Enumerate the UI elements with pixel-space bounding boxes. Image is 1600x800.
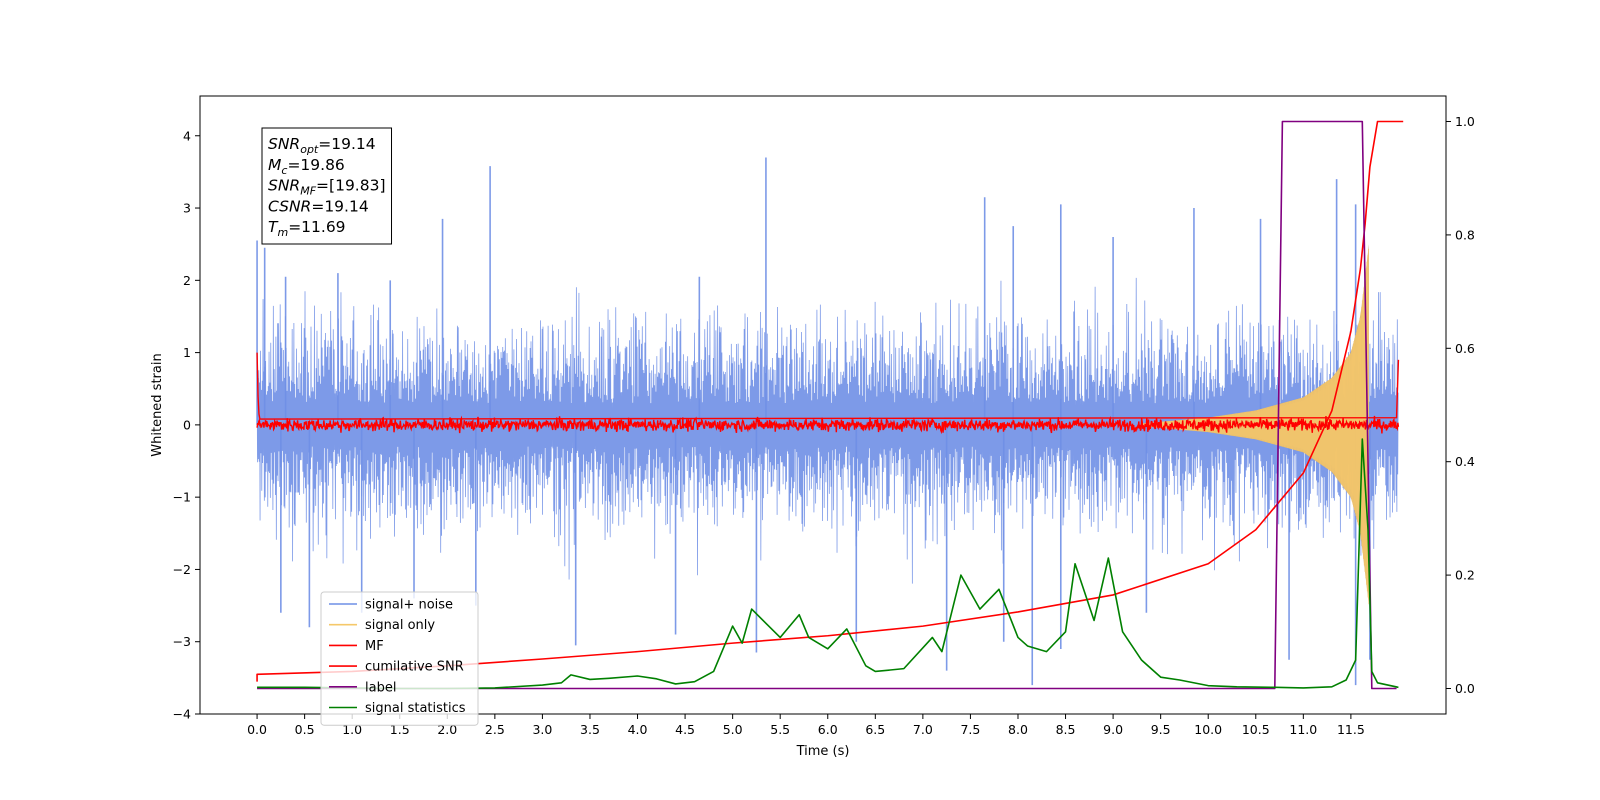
series-signal-statistics [257,438,1399,690]
x-axis-label: Time (s) [796,744,850,759]
x-tick-label: 10.5 [1242,722,1270,737]
x-tick-label: 9.5 [1151,722,1171,737]
x-tick-label: 5.5 [770,722,790,737]
legend-label: label [365,680,396,695]
stats-box: SNRopt=19.14Mc=19.86SNRMF=[19.83]CSNR=19… [261,127,393,245]
x-tick-label: 4.0 [628,722,648,737]
legend-item: cumilative SNR [329,660,464,675]
series-mf-line [256,415,1400,435]
x-tick-label: 5.0 [723,722,743,737]
legend-label: signal+ noise [365,598,453,613]
y2-tick-label: 1.0 [1455,114,1475,129]
y-tick-label: 3 [183,201,191,216]
stats-symbol: CSNR [268,197,311,215]
x-tick-label: 7.5 [960,722,980,737]
x-tick-label: 6.0 [818,722,838,737]
legend-item: label [329,680,396,695]
x-tick-label: 2.5 [485,722,505,737]
y-tick-label: 0 [183,417,191,432]
legend-label: signal statistics [365,701,466,716]
legend-item: signal statistics [329,701,466,716]
stats-box-frame [261,127,393,245]
legend-label: MF [365,639,384,654]
x-tick-label: 1.0 [342,722,362,737]
y2-tick-label: 0.8 [1455,227,1475,242]
y-tick-label: −3 [173,634,191,649]
x-tick-label: 0.5 [295,722,315,737]
stats-symbol: SNR [268,135,300,153]
series-mf-edges [256,352,1400,420]
y2-tick-label: 0.4 [1455,454,1475,469]
stats-value: =19.14 [318,135,375,153]
x-tick-label: 10.0 [1194,722,1222,737]
legend-item: signal only [329,618,435,633]
stats-subscript: m [277,226,288,239]
stats-line: CSNR=19.14 [268,197,369,215]
y2-tick-label: 0.2 [1455,568,1475,583]
legend-frame [320,591,479,726]
y-tick-label: −1 [173,490,191,505]
x-tick-label: 9.0 [1103,722,1123,737]
y-tick-label: −4 [173,707,191,722]
x-tick-label: 11.5 [1337,722,1365,737]
legend-item: signal+ noise [329,598,453,613]
x-tick-label: 0.0 [247,722,267,737]
x-tick-label: 3.0 [532,722,552,737]
legend-label: signal only [365,618,435,633]
plot-area [256,120,1404,690]
stats-subscript: MF [300,185,316,198]
axes: 0.0 0.5 1.0 1.5 2.0 2.5 3.0 3.5 4.0 4.5 5.0 5.5 6.0 6… [173,114,1475,737]
stats-symbol: SNR [268,177,300,195]
x-tick-label: 11.0 [1289,722,1317,737]
x-tick-label: 6.5 [865,722,885,737]
series-mf [256,352,1400,435]
x-tick-label: 3.5 [580,722,600,737]
y2-tick-label: 0.6 [1455,341,1475,356]
legend-label: cumilative SNR [365,660,464,675]
stats-line: SNRopt=19.14 [268,135,376,156]
legend-item: MF [329,639,384,654]
stats-line: Tm=11.69 [268,218,346,239]
stats-value: =11.69 [288,218,345,236]
y-tick-label: 4 [183,128,191,143]
y2-tick-label: 0.0 [1455,681,1475,696]
stats-value: =19.14 [311,197,368,215]
x-tick-label: 7.0 [913,722,933,737]
stats-symbol: M [268,156,281,174]
legend: signal+ noise signal only MF cumilative SNR… [320,591,479,726]
stats-subscript: opt [300,143,319,156]
stats-value: =[19.83] [316,177,385,195]
stats-value: =19.86 [287,156,344,174]
x-tick-label: 2.0 [437,722,457,737]
y-tick-label: 1 [183,345,191,360]
series-signal-noise-peaks [256,157,1371,686]
stats-line: SNRMF=[19.83] [268,177,386,198]
series-label [257,120,1397,690]
stats-subscript: c [281,164,287,177]
x-tick-label: 8.0 [1008,722,1028,737]
x-tick-label: 4.5 [675,722,695,737]
axes-frame [199,95,1447,715]
x-tick-label: 1.5 [390,722,410,737]
stats-line: Mc=19.86 [268,156,345,177]
stats-symbol: T [268,218,279,236]
x-tick-label: 8.5 [1056,722,1076,737]
y-axis-label: Whitened strain [150,353,165,456]
y-tick-label: 2 [183,273,191,288]
y-tick-label: −2 [173,562,191,577]
